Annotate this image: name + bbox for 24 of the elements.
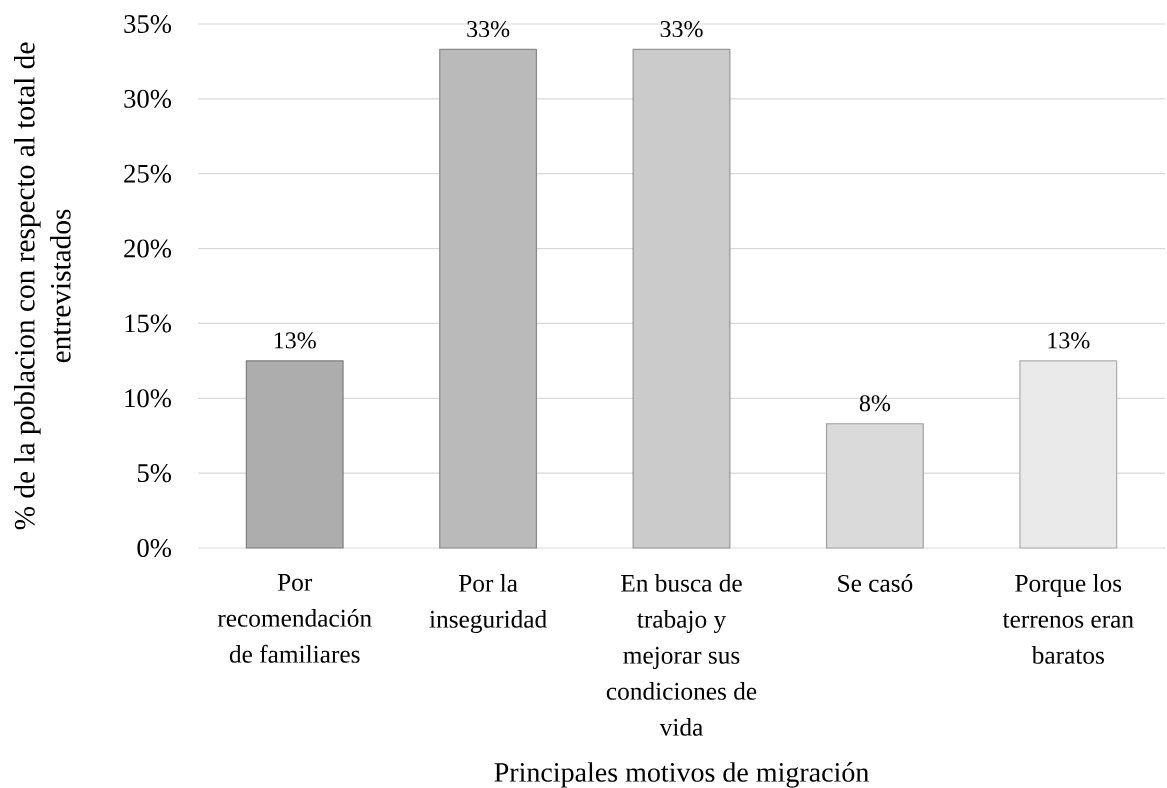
x-tick-label: Por recomendación de familiares [217, 574, 372, 663]
x-axis-title: Principales motivos de migración [494, 762, 869, 788]
x-tick-label: Por la inseguridad [429, 574, 547, 634]
bar [1019, 360, 1118, 549]
y-tick-label: 0% [137, 538, 172, 558]
y-tick-label: 25% [124, 164, 172, 183]
y-tick-label: 20% [124, 239, 172, 258]
y-tick-label: 5% [137, 464, 172, 483]
x-tick-label: Porque los terrenos eran baratos [1002, 574, 1134, 664]
bar [245, 360, 344, 549]
y-axis-title: % de la poblacion con respecto al total de entrevistados [14, 42, 71, 530]
data-label: 8% [859, 395, 891, 412]
x-tick-label: En busca de trabajo y mejorar sus condiciones de vida [606, 574, 757, 736]
data-label: 13% [1048, 332, 1090, 349]
x-tick-label: Se casó [838, 574, 913, 592]
bar [632, 48, 731, 549]
bar [439, 48, 538, 549]
y-tick-label: 30% [124, 89, 172, 108]
y-tick-label: 10% [125, 389, 172, 408]
y-tick-label: 15% [125, 314, 172, 333]
data-label: 33% [467, 20, 510, 38]
data-label: 13% [274, 332, 316, 349]
y-tick-label: 35% [124, 14, 172, 34]
data-label: 33% [660, 20, 703, 38]
